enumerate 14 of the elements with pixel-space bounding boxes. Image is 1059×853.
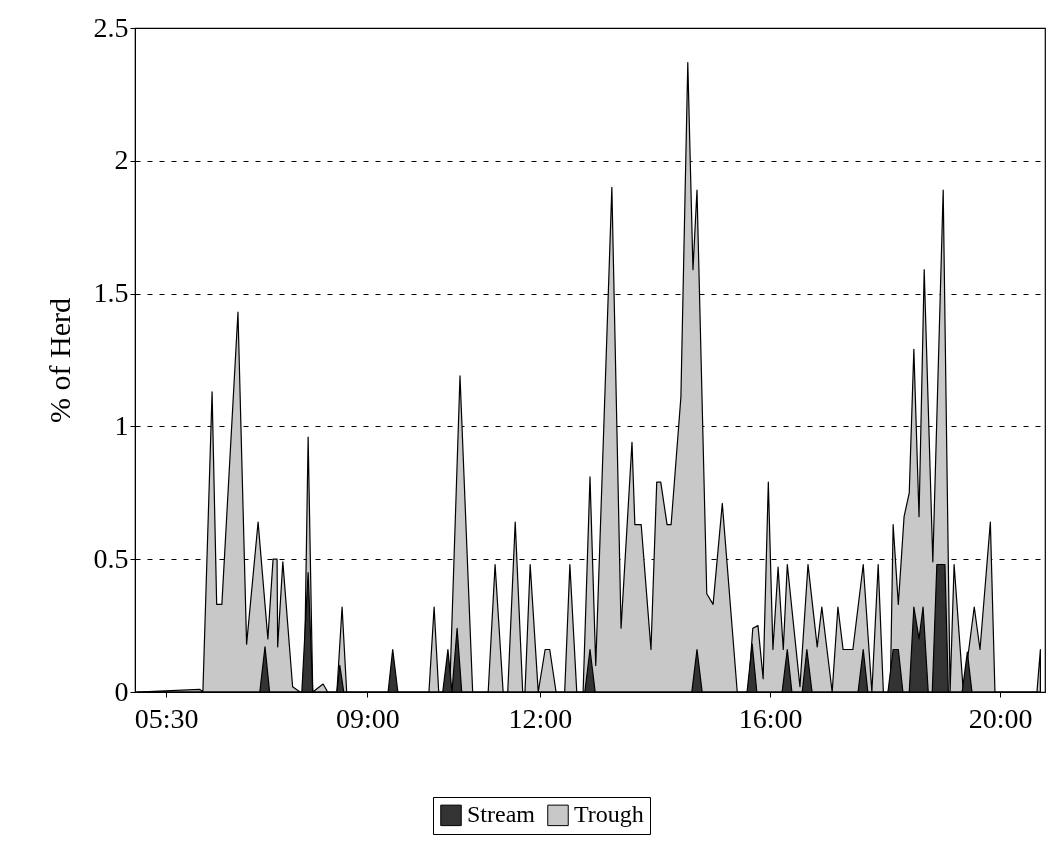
- x-tick-label: 16:00: [738, 702, 803, 734]
- x-tick-label: 09:00: [336, 702, 400, 734]
- legend-label: Trough: [574, 801, 644, 828]
- y-tick-label: 2.5: [93, 11, 129, 43]
- x-tick-label: 20:00: [968, 702, 1033, 734]
- y-tick-label: 0.5: [93, 542, 129, 574]
- x-tick-label: 05:30: [134, 702, 199, 734]
- y-tick-label: 2: [114, 144, 129, 176]
- x-tick-label: 12:00: [508, 702, 573, 734]
- y-axis-title: % of Herd: [42, 298, 76, 423]
- y-tick-label: 0: [114, 675, 129, 707]
- y-tick-label: 1: [114, 409, 129, 441]
- legend-label: Stream: [467, 801, 536, 828]
- y-tick-label: 1.5: [93, 277, 129, 309]
